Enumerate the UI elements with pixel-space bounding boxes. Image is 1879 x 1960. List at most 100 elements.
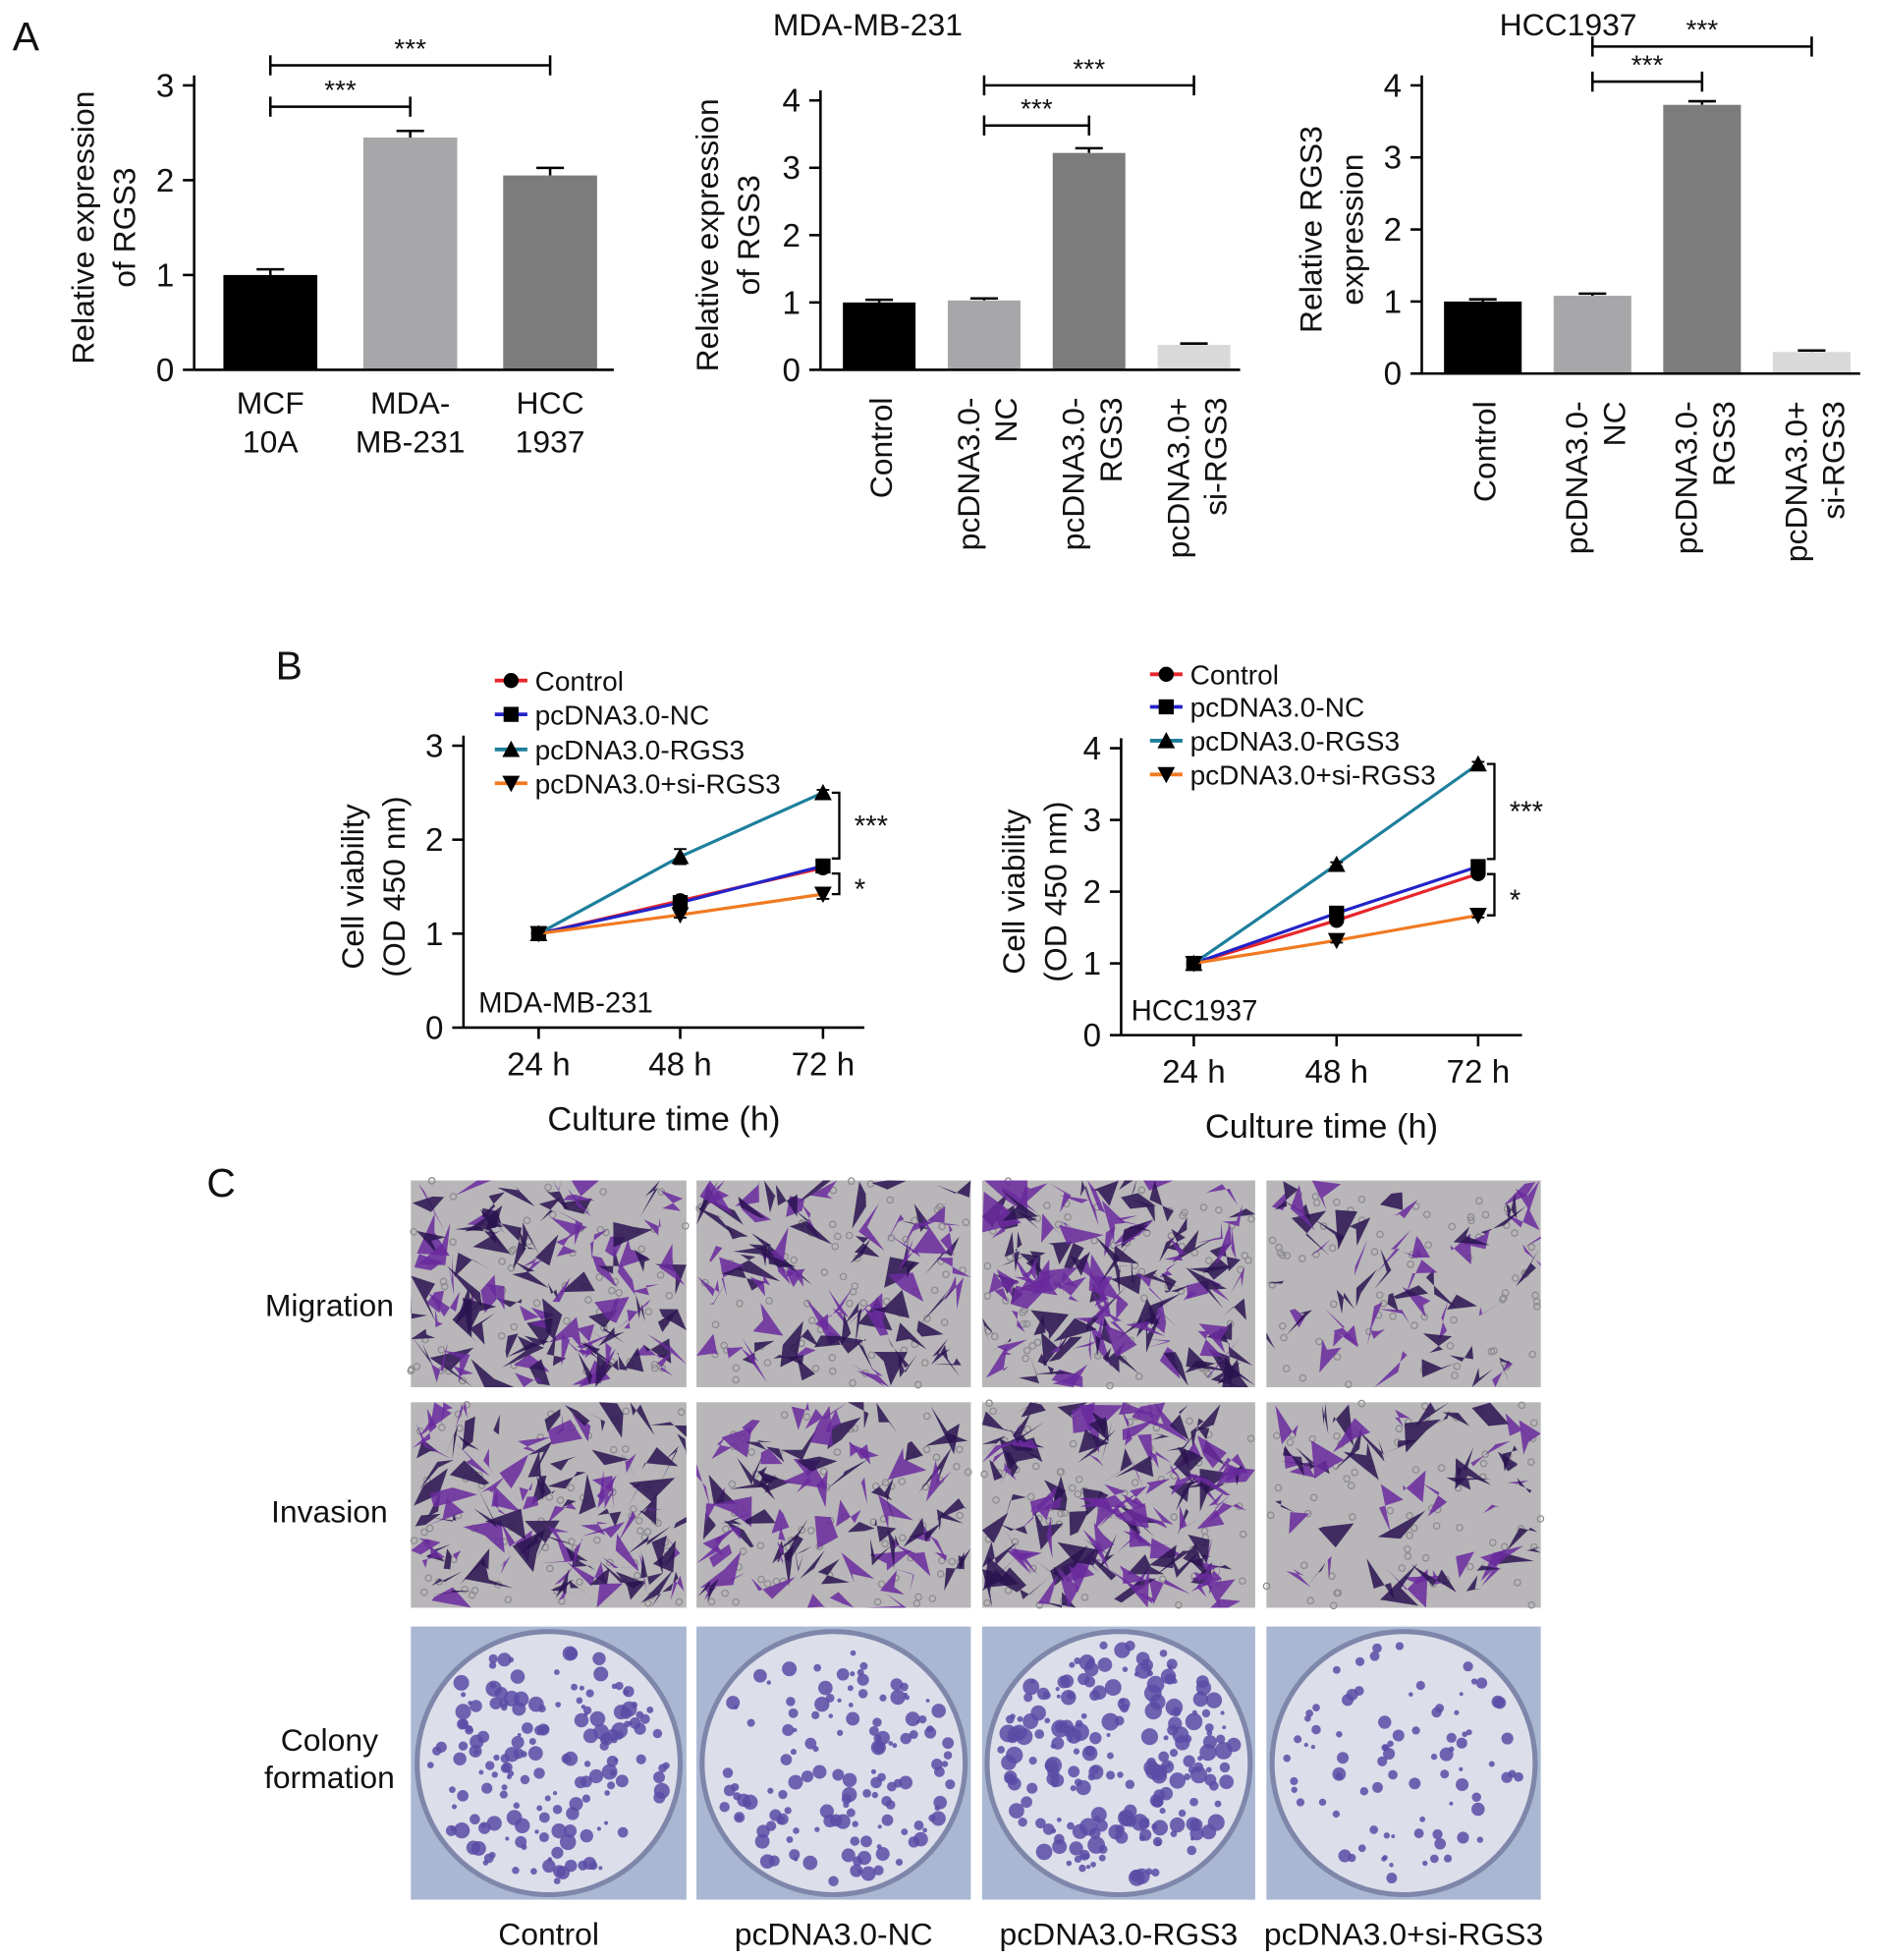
pore: [1043, 1202, 1051, 1209]
pore: [1020, 1319, 1027, 1328]
colony: [1184, 1773, 1191, 1781]
stained-cell: [874, 1519, 897, 1542]
colony: [493, 1754, 500, 1762]
stained-cell: [1387, 1293, 1399, 1312]
colony: [451, 1804, 458, 1810]
y-axis-title: Cell viability (OD 450 nm): [996, 801, 1073, 981]
marker: [1157, 766, 1176, 784]
stained-cell: [1020, 1579, 1048, 1599]
stained-cell: [985, 1343, 1010, 1378]
stained-cell: [1290, 1184, 1315, 1231]
pore: [1283, 1252, 1292, 1260]
marker: [529, 925, 548, 943]
stained-cell: [887, 1447, 927, 1481]
stained-cell: [670, 1575, 685, 1601]
stained-cell: [552, 1277, 571, 1303]
stained-cell: [1311, 1440, 1345, 1480]
stained-cell: [427, 1291, 460, 1317]
colony: [895, 1858, 904, 1867]
colony: [850, 1671, 856, 1677]
colony: [1336, 1730, 1343, 1738]
pore: [622, 1407, 631, 1416]
stained-cell: [1034, 1371, 1078, 1375]
stained-cell: [523, 1222, 539, 1256]
stained-cell: [1119, 1402, 1163, 1419]
stained-cell: [541, 1298, 563, 1340]
pore: [595, 1273, 604, 1281]
pore: [1333, 1431, 1341, 1440]
pore: [707, 1597, 716, 1606]
stained-cell: [481, 1477, 505, 1493]
colony: [505, 1836, 510, 1841]
stained-cell: [480, 1274, 497, 1314]
colony: [1476, 1836, 1484, 1843]
stained-cell: [431, 1342, 449, 1383]
pore: [1179, 1211, 1187, 1220]
pore: [424, 1574, 433, 1583]
sig-bracket: [1486, 762, 1496, 861]
colony: [652, 1728, 663, 1739]
stained-cell: [1059, 1195, 1089, 1204]
colony: [857, 1689, 868, 1699]
pore: [932, 1453, 941, 1462]
stained-cell: [1355, 1268, 1378, 1308]
stained-cell: [721, 1572, 746, 1586]
stained-cell: [1127, 1554, 1165, 1575]
x-tick-label: Control: [1466, 401, 1502, 502]
stained-cell: [650, 1422, 687, 1437]
colony: [653, 1770, 665, 1783]
colony: [527, 1696, 544, 1712]
colony: [1501, 1732, 1514, 1745]
stained-cell: [1283, 1445, 1305, 1478]
stained-cell: [878, 1494, 913, 1530]
stained-cell: [1053, 1317, 1097, 1342]
colony: [427, 1762, 434, 1768]
stained-cell: [482, 1192, 505, 1217]
colony: [1169, 1749, 1179, 1758]
colony: [769, 1809, 782, 1821]
colony: [890, 1678, 904, 1691]
pore: [956, 1511, 965, 1520]
pore: [839, 1272, 848, 1281]
pore: [449, 1193, 458, 1201]
pore: [1349, 1513, 1356, 1521]
colony: [1093, 1815, 1101, 1822]
stained-cell: [814, 1314, 836, 1336]
legend-label: pcDNA3.0-RGS3: [1190, 726, 1401, 756]
stained-cell: [640, 1569, 674, 1608]
colony: [786, 1835, 794, 1843]
colony: [782, 1661, 798, 1677]
stained-cell: [1159, 1217, 1188, 1262]
pore: [869, 1518, 878, 1527]
colony: [580, 1775, 592, 1788]
pore: [1403, 1544, 1411, 1553]
pore: [637, 1245, 646, 1254]
pore: [548, 1210, 557, 1219]
colony: [1222, 1725, 1227, 1730]
stained-cell: [721, 1427, 752, 1458]
stained-cell: [455, 1402, 468, 1428]
colony: [544, 1795, 551, 1802]
colony: [489, 1697, 503, 1709]
stained-cell: [1079, 1484, 1128, 1508]
stained-cell: [636, 1294, 645, 1322]
y-tick-label: 4: [1083, 731, 1101, 767]
pore: [497, 1331, 506, 1340]
colony: [1449, 1801, 1454, 1806]
stained-cell: [747, 1244, 768, 1267]
stained-cell: [1002, 1462, 1018, 1481]
colony: [1169, 1817, 1186, 1833]
colony: [1383, 1832, 1391, 1839]
pore: [1500, 1294, 1508, 1303]
stained-cell: [1030, 1310, 1070, 1340]
stained-cell: [696, 1463, 710, 1507]
colony: [1152, 1836, 1163, 1847]
stained-cell: [826, 1459, 868, 1490]
pore: [675, 1597, 684, 1606]
stained-cell: [1033, 1314, 1046, 1336]
stained-cell: [870, 1474, 896, 1500]
colony: [1456, 1777, 1469, 1792]
pore: [1527, 1243, 1536, 1252]
colony: [1172, 1678, 1178, 1684]
stained-cell: [1387, 1568, 1428, 1608]
